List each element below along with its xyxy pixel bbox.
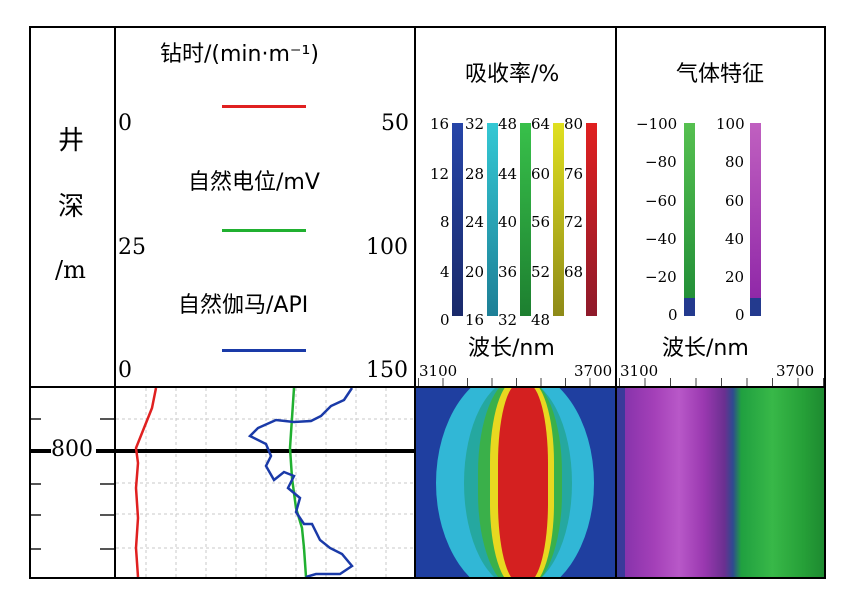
abs-tick-4-3: 68 xyxy=(564,263,584,281)
abs-tick-2-0: 48 xyxy=(498,115,518,133)
gamma-min: 0 xyxy=(118,358,132,383)
gas-tick-1-3: 40 xyxy=(725,230,745,248)
abs-tick-3-2: 56 xyxy=(531,213,551,231)
gas-spectral-map xyxy=(617,388,824,577)
gas-tick-1-4: 20 xyxy=(725,268,745,286)
depth-tick-3 xyxy=(31,514,41,516)
abs-tick-0-3: 4 xyxy=(440,263,450,281)
gas-tick-1-1: 80 xyxy=(725,153,745,171)
depth-tick-7 xyxy=(100,514,114,516)
depth-tick-4 xyxy=(31,548,41,550)
depth-tick-2 xyxy=(31,483,41,485)
gas-wl-min: 3100 xyxy=(620,362,659,380)
abs-tick-3-1: 60 xyxy=(531,165,551,183)
gas-tick-1-2: 60 xyxy=(725,192,745,210)
absorption-wl-max: 3700 xyxy=(574,362,613,380)
depth-label-char-2: 深 xyxy=(58,192,85,222)
gas-colorbar-1 xyxy=(684,123,695,298)
absorption-wavelength-axis xyxy=(418,378,614,386)
gas-tick-0-1: −80 xyxy=(645,153,677,171)
gas-left-edge xyxy=(617,388,625,577)
depth-tick-8 xyxy=(100,548,114,550)
abs-tick-2-3: 36 xyxy=(498,263,518,281)
depth-label-unit: /m xyxy=(55,256,86,284)
gamma-max: 150 xyxy=(366,358,408,383)
gas-colorbar-2-base xyxy=(750,298,761,316)
abs-tick-3-0: 64 xyxy=(531,115,551,133)
abs-tick-0-0: 16 xyxy=(430,115,450,133)
absorption-wavelength-label: 波长/nm xyxy=(468,336,555,361)
abs-tick-4-2: 72 xyxy=(564,213,584,231)
gas-track xyxy=(615,386,826,579)
gas-wavelength-label: 波长/nm xyxy=(662,336,749,361)
absorption-title: 吸收率/% xyxy=(465,62,560,87)
depth-800-line-right xyxy=(96,449,116,453)
drill-time-max: 50 xyxy=(381,111,409,136)
abs-tick-0-2: 8 xyxy=(440,213,450,231)
log-header-cell xyxy=(114,26,416,388)
abs-tick-1-4: 16 xyxy=(465,311,485,329)
abs-tick-3-3: 52 xyxy=(531,263,551,281)
abs-tick-2-1: 44 xyxy=(498,165,518,183)
gas-wavelength-axis xyxy=(619,378,824,386)
abs-tick-2-4: 32 xyxy=(498,311,518,329)
absorption-spectral-map xyxy=(416,388,615,577)
depth-800-line-left xyxy=(31,449,51,453)
sp-min: 25 xyxy=(118,235,146,260)
depth-tick-6 xyxy=(100,483,114,485)
abs-tick-4-0: 80 xyxy=(564,115,584,133)
absorption-colorbar-4 xyxy=(553,123,564,316)
gamma-legend-line xyxy=(222,349,306,352)
drill-time-min: 0 xyxy=(118,111,132,136)
sp-label: 自然电位/mV xyxy=(188,170,320,195)
abs-tick-2-2: 40 xyxy=(498,213,518,231)
abs-zone-red xyxy=(498,388,548,577)
abs-tick-1-2: 24 xyxy=(465,213,485,231)
abs-tick-1-0: 32 xyxy=(465,115,485,133)
absorption-colorbar-5 xyxy=(586,123,597,316)
gas-tick-1-0: 100 xyxy=(716,115,745,133)
abs-tick-3-4: 48 xyxy=(531,311,551,329)
abs-tick-1-1: 28 xyxy=(465,165,485,183)
gas-colorbar-2 xyxy=(750,123,761,298)
depth-label-char-1: 井 xyxy=(58,126,85,156)
gas-tick-0-0: −100 xyxy=(636,115,678,133)
drill-time-legend-line xyxy=(222,105,306,108)
gamma-curve xyxy=(247,388,354,577)
gas-tick-1-5: 0 xyxy=(735,306,745,324)
drill-time-curve xyxy=(134,388,158,577)
absorption-colorbar-1 xyxy=(452,123,463,316)
gas-tick-0-2: −60 xyxy=(645,192,677,210)
depth-800-label: 800 xyxy=(51,437,93,462)
abs-tick-0-4: 0 xyxy=(440,311,450,329)
abs-tick-1-3: 20 xyxy=(465,263,485,281)
absorption-colorbar-2 xyxy=(487,123,498,316)
absorption-colorbar-3 xyxy=(520,123,531,316)
depth-tick-1 xyxy=(31,418,41,420)
log-curves xyxy=(116,388,414,577)
sp-max: 100 xyxy=(366,235,408,260)
gas-tick-0-5: 0 xyxy=(668,306,678,324)
gas-colorbar-1-base xyxy=(684,298,695,316)
gas-tick-0-3: −40 xyxy=(645,230,677,248)
abs-tick-0-1: 12 xyxy=(430,165,450,183)
depth-tick-5 xyxy=(100,418,114,420)
gas-title: 气体特征 xyxy=(676,62,765,87)
gamma-label: 自然伽马/API xyxy=(178,293,309,318)
gas-tick-0-4: −20 xyxy=(645,268,677,286)
gas-wl-max: 3700 xyxy=(776,362,815,380)
abs-tick-4-1: 76 xyxy=(564,165,584,183)
absorption-wl-min: 3100 xyxy=(419,362,458,380)
sp-legend-line xyxy=(222,229,306,232)
drill-time-label: 钻时/(min·m⁻¹) xyxy=(160,42,319,67)
